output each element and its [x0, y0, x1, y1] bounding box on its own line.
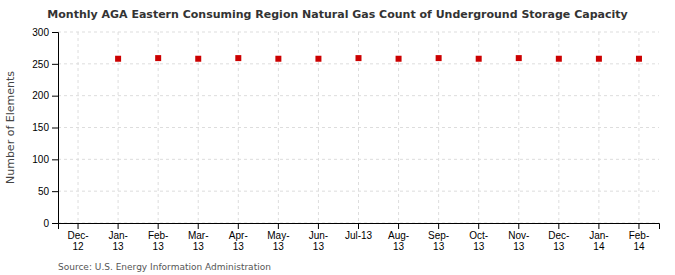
grid-line [78, 32, 79, 223]
tick: Dec-12 [67, 223, 88, 252]
tick: Aug-13 [388, 223, 409, 252]
tick: 300 [32, 27, 58, 38]
tick: Apr-13 [229, 223, 248, 252]
tick-mark [398, 223, 399, 229]
tick: Jan-14 [589, 223, 608, 252]
grid-line [58, 95, 659, 96]
y-axis-title: Number of Elements [4, 71, 17, 184]
tick: 0 [43, 218, 58, 229]
tick-label: 150 [32, 122, 49, 133]
point [396, 56, 402, 62]
tick: 50 [38, 186, 58, 197]
tick: 200 [32, 90, 58, 101]
tick-mark [518, 223, 519, 229]
tick-mark [52, 223, 58, 224]
tick-mark [558, 223, 559, 229]
tick-mark [52, 128, 58, 129]
tick-label: Jan-13 [108, 230, 127, 252]
tick-mark [78, 223, 79, 229]
plot: 0 50 100 150 200 250 300 Dec-12 Jan-13 Feb-13 Mar-… [32, 27, 659, 252]
tick-mark [318, 223, 319, 229]
tick-label: 50 [38, 186, 50, 197]
tick-mark [52, 191, 58, 192]
tick-label: Oct-13 [469, 230, 488, 252]
tick: Jun-13 [309, 223, 328, 252]
tick-label: May-13 [267, 230, 289, 252]
tick: Dec-13 [548, 223, 569, 252]
tick-label: 200 [32, 90, 49, 101]
tick-label: 250 [32, 59, 49, 70]
tick-label: 300 [32, 27, 49, 38]
tick-mark [198, 223, 199, 229]
tick: Jul-13 [345, 223, 373, 241]
tick-label: Dec-13 [548, 230, 569, 252]
grid [58, 32, 659, 223]
point [195, 56, 201, 62]
tick-mark [598, 223, 599, 229]
tick-mark [478, 223, 479, 229]
tick: 150 [32, 122, 58, 133]
point [556, 56, 562, 62]
source: Source: U.S. Energy Information Administ… [58, 262, 271, 272]
tick-label: Nov-13 [508, 230, 529, 252]
tick: Feb-13 [148, 223, 169, 252]
tick: 100 [32, 154, 58, 165]
points [115, 55, 642, 62]
tick-label: Apr-13 [229, 230, 248, 252]
axis-line [59, 224, 660, 230]
tick: Nov-13 [508, 223, 529, 252]
x-axis: Dec-12 Jan-13 Feb-13 Mar-13 Apr-13 May-13 Jun-… [59, 223, 660, 252]
tick-mark [278, 223, 279, 229]
tick-mark [158, 223, 159, 229]
point [356, 55, 362, 61]
point [155, 55, 161, 61]
tick-label: Jun-13 [309, 230, 328, 252]
point [315, 56, 321, 62]
tick-label: Jul-13 [345, 230, 373, 241]
tick: Mar-13 [188, 223, 209, 252]
tick-label: Feb-14 [629, 230, 650, 252]
chart: Monthly AGA Eastern Consuming Region Nat… [0, 0, 675, 275]
tick-mark [52, 64, 58, 65]
tick-label: Aug-13 [388, 230, 409, 252]
point [436, 55, 442, 61]
tick-mark [52, 32, 58, 33]
tick-label: Feb-13 [148, 230, 169, 252]
tick: Sep-13 [428, 223, 449, 252]
tick: May-13 [267, 223, 289, 252]
tick-label: 100 [32, 154, 49, 165]
point [596, 56, 602, 62]
tick-mark [438, 223, 439, 229]
tick-label: Sep-13 [428, 230, 449, 252]
point [476, 56, 482, 62]
point [275, 56, 281, 62]
point [516, 55, 522, 61]
tick: Oct-13 [469, 223, 488, 252]
tick: 250 [32, 59, 58, 70]
tick-mark [52, 159, 58, 160]
tick-mark [52, 96, 58, 97]
title: Monthly AGA Eastern Consuming Region Nat… [47, 8, 627, 21]
tick-mark [638, 223, 639, 229]
axis-line [52, 33, 59, 224]
point [235, 55, 241, 61]
tick-mark [118, 223, 119, 229]
y-axis: 0 50 100 150 200 250 300 [32, 27, 58, 229]
tick-label: Jan-14 [589, 230, 608, 252]
tick-label: 0 [43, 218, 49, 229]
point [636, 56, 642, 62]
point [115, 56, 121, 62]
tick: Jan-13 [108, 223, 127, 252]
tick-label: Dec-12 [67, 230, 88, 252]
grid-line [58, 127, 659, 128]
tick-label: Mar-13 [188, 230, 209, 252]
tick-mark [358, 223, 359, 229]
tick-mark [238, 223, 239, 229]
tick: Feb-14 [629, 223, 650, 252]
